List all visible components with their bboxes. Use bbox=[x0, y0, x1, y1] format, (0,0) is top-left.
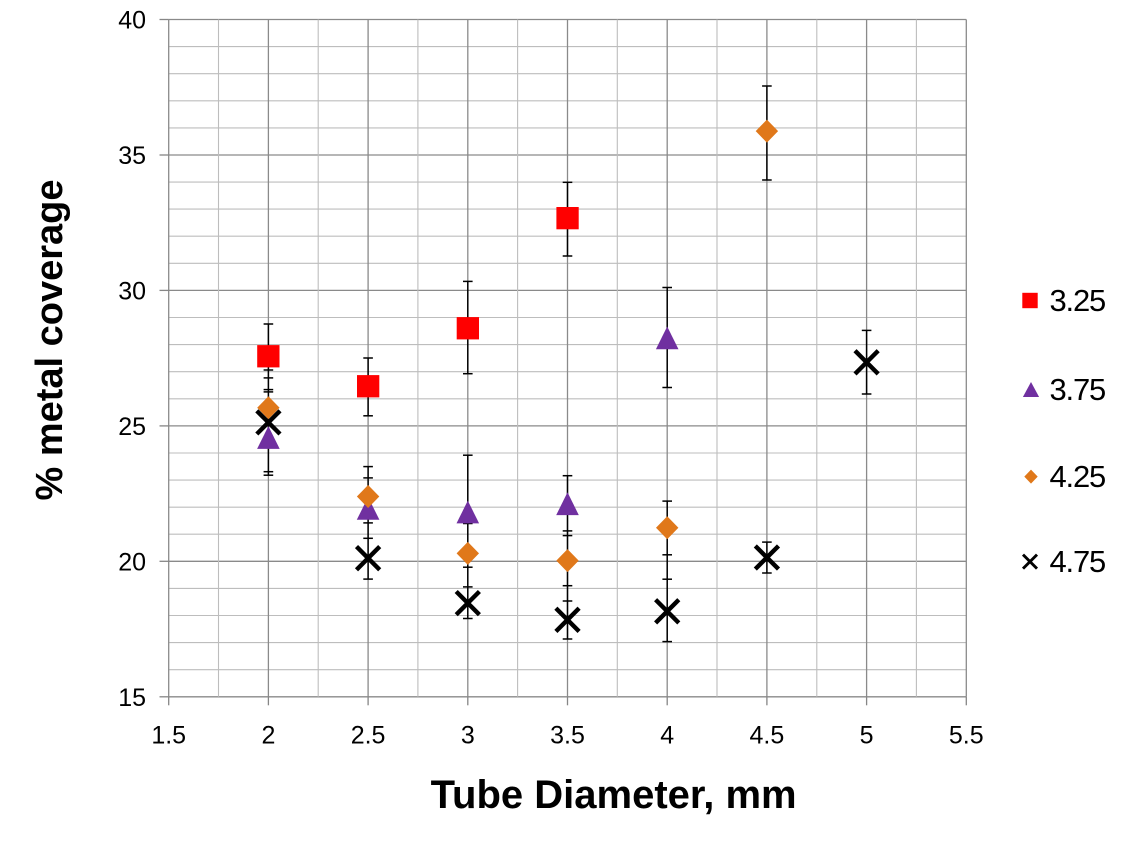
svg-text:Tube Diameter, mm: Tube Diameter, mm bbox=[431, 773, 797, 817]
svg-text:1.5: 1.5 bbox=[151, 722, 186, 750]
svg-text:40: 40 bbox=[118, 7, 146, 35]
svg-text:3.5: 3.5 bbox=[550, 722, 585, 750]
svg-text:35: 35 bbox=[118, 142, 146, 170]
svg-text:30: 30 bbox=[118, 277, 146, 305]
svg-text:4: 4 bbox=[660, 722, 674, 750]
svg-text:4.75: 4.75 bbox=[1050, 544, 1106, 579]
svg-text:% metal coverage: % metal coverage bbox=[29, 179, 71, 500]
svg-text:5: 5 bbox=[860, 722, 874, 750]
svg-text:20: 20 bbox=[118, 548, 146, 576]
svg-text:3: 3 bbox=[461, 722, 475, 750]
svg-text:4.5: 4.5 bbox=[750, 722, 785, 750]
svg-text:5.5: 5.5 bbox=[949, 722, 984, 750]
svg-text:15: 15 bbox=[118, 684, 146, 712]
svg-text:25: 25 bbox=[118, 413, 146, 441]
svg-text:4.25: 4.25 bbox=[1050, 459, 1106, 494]
svg-text:3.75: 3.75 bbox=[1050, 372, 1106, 407]
svg-text:2: 2 bbox=[261, 722, 275, 750]
svg-text:3.25: 3.25 bbox=[1050, 283, 1106, 318]
svg-text:2.5: 2.5 bbox=[351, 722, 386, 750]
